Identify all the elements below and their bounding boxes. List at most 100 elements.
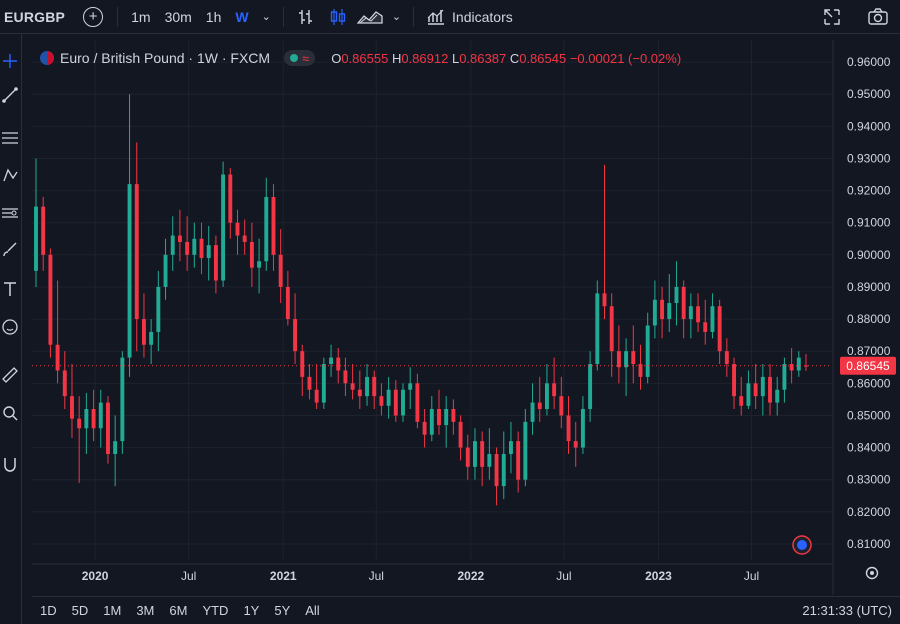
brush-icon[interactable] [1, 240, 19, 258]
candle-body [34, 206, 38, 271]
candle-body [120, 357, 125, 442]
chart-type-chevron-down-icon[interactable]: ⌄ [391, 11, 402, 23]
drawing-toolbar [0, 34, 22, 624]
series-title[interactable]: Euro / British Pound · 1W · FXCM [60, 50, 271, 66]
candle-body [458, 421, 463, 448]
candle-body [429, 409, 434, 435]
timeframe-1h[interactable]: 1h [205, 8, 222, 25]
candle-body [48, 254, 53, 345]
candlestick-chart[interactable]: 0.81000 0.82000 0.83000 0.84000 0.85000 0.860… [32, 40, 900, 595]
symbol-search[interactable]: EURGBP [4, 8, 66, 25]
bar-style-icon[interactable] [293, 4, 319, 30]
candle-body [732, 364, 736, 397]
candle-body [177, 235, 182, 242]
trendline-icon[interactable] [1, 86, 19, 104]
y-tick-label: 0.88000 [847, 312, 891, 326]
x-tick-label: 2021 [270, 569, 297, 583]
candle-body [170, 235, 175, 255]
candle-body [98, 402, 103, 429]
candle-body [710, 306, 715, 332]
candle-body [559, 396, 564, 416]
area-icon[interactable] [356, 4, 383, 30]
y-tick-label: 0.87000 [847, 344, 891, 358]
add-symbol-icon[interactable]: + [83, 6, 104, 27]
candle-body [746, 383, 751, 406]
candle-body [595, 293, 600, 365]
forecast-icon[interactable] [1, 204, 19, 222]
candle-body [530, 402, 535, 422]
utc-clock[interactable]: 21:31:33 (UTC) [802, 603, 892, 618]
candle-body [760, 376, 765, 397]
y-tick-label: 0.92000 [847, 184, 891, 198]
y-tick-label: 0.86000 [847, 376, 891, 390]
candle-body [257, 261, 262, 268]
chart-settings-icon[interactable] [865, 566, 879, 580]
candle-body [408, 383, 413, 390]
market-status-badge[interactable]: ≈ [284, 50, 316, 66]
candle-body [537, 402, 542, 410]
last-price-label: 0.86545 [846, 359, 890, 373]
zoom-icon[interactable] [1, 404, 19, 422]
y-tick-label: 0.95000 [847, 87, 891, 101]
pattern-icon[interactable] [1, 166, 19, 184]
candle-body [386, 389, 391, 406]
indicators-label: Indicators [452, 8, 513, 25]
x-tick-label: 2022 [458, 569, 485, 583]
candle-body [645, 325, 650, 377]
indicators-button[interactable]: Indicators [420, 8, 519, 26]
candle-body [696, 306, 701, 323]
magnet-icon[interactable] [1, 456, 19, 474]
range-1d[interactable]: 1D [40, 603, 57, 618]
candle-body [350, 383, 355, 390]
fib-icon[interactable] [1, 129, 19, 147]
candle-body [667, 303, 672, 320]
timeframe-1m[interactable]: 1m [131, 8, 151, 25]
candle-body [307, 376, 312, 390]
candle-body [494, 453, 499, 487]
toolbar-divider [413, 6, 415, 27]
range-1y[interactable]: 1Y [243, 603, 260, 618]
crosshair-icon[interactable] [1, 52, 19, 70]
timeframe-30m[interactable]: 30m [164, 8, 192, 25]
timeframe-w[interactable]: W [235, 8, 249, 25]
low-value: 0.86387 [459, 50, 507, 66]
candle-body [451, 409, 456, 422]
range-5y[interactable]: 5Y [274, 603, 291, 618]
candle-body [516, 441, 521, 480]
candle-body [393, 389, 398, 416]
y-tick-label: 0.96000 [847, 55, 891, 69]
candle-body [228, 174, 233, 223]
range-ytd[interactable]: YTD [202, 603, 229, 618]
candle-body [660, 299, 665, 320]
range-5d[interactable]: 5D [71, 603, 89, 618]
candle-body [293, 319, 298, 352]
candle-body [149, 331, 154, 345]
top-toolbar: EURGBP + 1m 30m 1h W ⌄ ⌄ Indicators [0, 0, 900, 34]
candle-body [156, 286, 161, 332]
chart-area[interactable]: 0.81000 0.82000 0.83000 0.84000 0.85000 0.860… [32, 40, 900, 595]
y-tick-label: 0.84000 [847, 441, 891, 455]
candle-body [379, 396, 384, 406]
candle-body [789, 364, 794, 371]
candle-body [235, 222, 240, 236]
toolbar-divider [282, 6, 284, 27]
timeframe-chevron-down-icon[interactable]: ⌄ [261, 11, 271, 23]
candle-body [213, 245, 218, 281]
candle-body [508, 441, 513, 454]
candle-body [573, 441, 578, 448]
camera-icon[interactable] [865, 4, 891, 30]
range-6m[interactable]: 6M [169, 603, 188, 618]
snapshot-icon[interactable] [819, 4, 845, 30]
emoji-icon[interactable] [1, 318, 19, 336]
candle-body [271, 196, 276, 255]
range-all[interactable]: All [305, 603, 320, 618]
candle-body [487, 453, 492, 467]
range-1m[interactable]: 1M [103, 603, 122, 618]
text-icon[interactable] [1, 280, 19, 298]
candle-body [804, 365, 808, 367]
candle-body [652, 299, 657, 326]
range-3m[interactable]: 3M [136, 603, 155, 618]
candles-icon[interactable] [325, 4, 351, 30]
x-tick-label: 2023 [645, 569, 672, 583]
ruler-icon[interactable] [1, 366, 19, 384]
